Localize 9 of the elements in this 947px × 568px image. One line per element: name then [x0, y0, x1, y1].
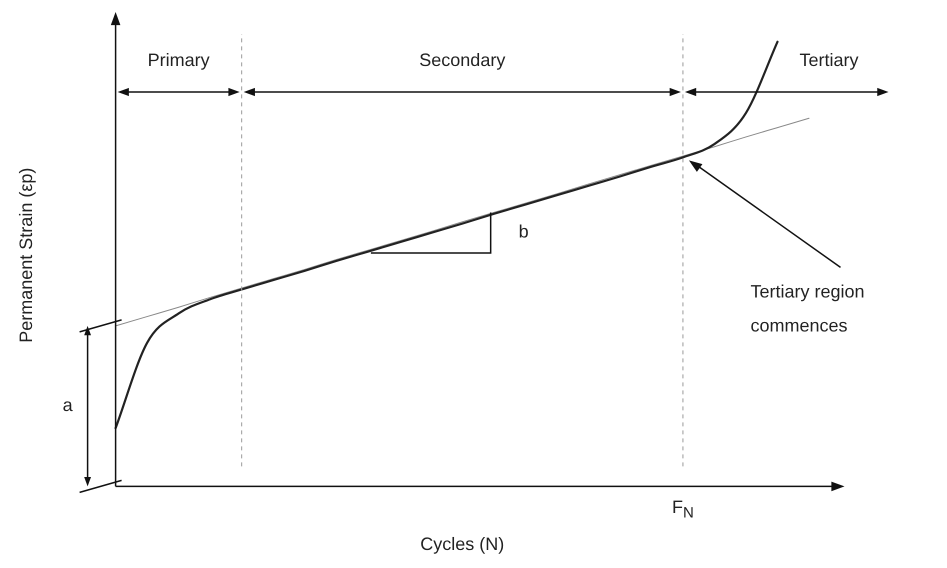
text: F$_{N}$: [672, 496, 694, 524]
annotation: Tertiary: [799, 50, 858, 70]
annotation: Tertiary region commences: [750, 281, 865, 336]
annotation: Primary: [148, 50, 210, 70]
annotation: b: [518, 222, 529, 242]
text: a: [62, 395, 74, 416]
x-axis-title: Cycles (N): [420, 534, 504, 554]
y-axis-title: Permanent Strain (εp): [16, 168, 36, 343]
annotation: Secondary: [419, 50, 506, 70]
